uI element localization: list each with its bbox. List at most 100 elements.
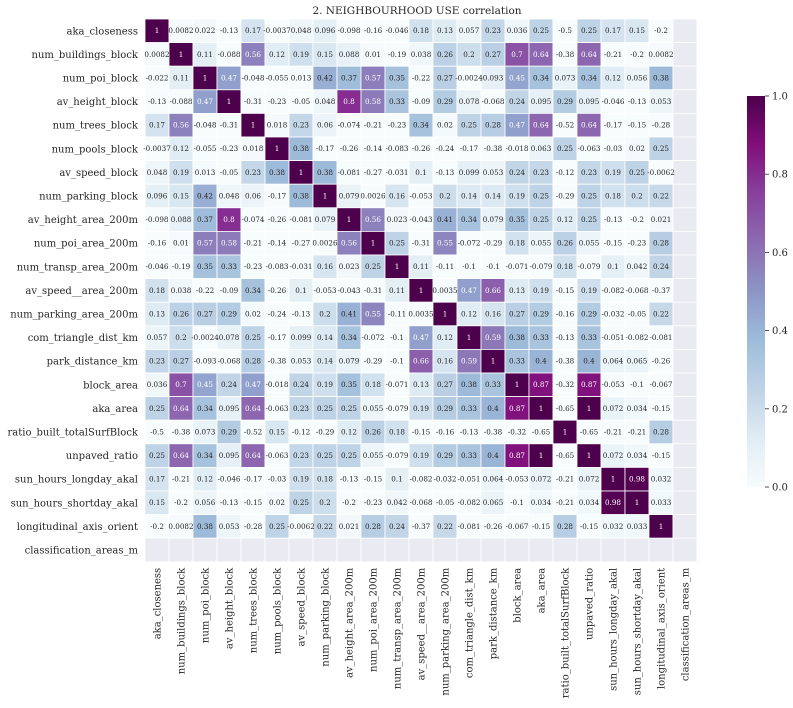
- cell-value-label: 0.23: [245, 168, 261, 177]
- cell-value-label: 0.055: [363, 404, 384, 413]
- cell-value-label: 0.018: [243, 144, 264, 153]
- cell-value-label: -0.067: [505, 522, 528, 531]
- cell-value-label: 0.064: [603, 357, 624, 366]
- cell-value-label: 0.057: [459, 26, 480, 35]
- cell-value-label: 0.19: [293, 475, 309, 484]
- cell-value-label: -0.5: [150, 427, 164, 436]
- heatmap-cell: [672, 278, 698, 303]
- cell-value-label: -0.1: [486, 262, 500, 271]
- cell-value-label: 0.013: [291, 73, 312, 82]
- cell-value-label: 0.38: [269, 168, 285, 177]
- cell-value-label: 0.19: [509, 191, 525, 200]
- cell-value-label: 0.66: [485, 286, 501, 295]
- cell-value-label: 0.56: [365, 215, 381, 224]
- heatmap-cell: [672, 466, 698, 492]
- cell-value-label: 0.23: [533, 168, 549, 177]
- cell-value-label: 0.2: [175, 333, 186, 342]
- cell-value-label: 0.1: [415, 168, 426, 177]
- cell-value-label: 1: [515, 380, 520, 389]
- cell-value-label: -0.65: [532, 427, 551, 436]
- heatmap-cell: [672, 65, 698, 91]
- cell-value-label: 0.048: [219, 191, 240, 200]
- cell-value-label: -0.13: [436, 168, 455, 177]
- cell-value-label: -0.048: [193, 121, 216, 130]
- cell-value-label: -0.051: [601, 333, 624, 342]
- cell-value-label: 0.18: [509, 239, 525, 248]
- cell-value-label: 0.25: [293, 498, 309, 507]
- cell-value-label: 0.22: [437, 522, 453, 531]
- cell-value-label: 0.98: [629, 475, 645, 484]
- cell-value-label: -0.022: [145, 73, 168, 82]
- cell-value-label: 0.87: [509, 404, 525, 413]
- cell-value-label: 1: [179, 50, 184, 59]
- cell-value-label: 0.12: [437, 333, 453, 342]
- cell-value-label: -0.074: [241, 215, 264, 224]
- cell-value-label: 0.29: [221, 427, 237, 436]
- cell-value-label: -0.0062: [647, 168, 675, 177]
- cell-value-label: 0.55: [437, 239, 453, 248]
- cell-value-label: -0.2: [174, 498, 188, 507]
- cell-value-label: 0.033: [627, 522, 648, 531]
- cell-value-label: 0.16: [317, 262, 333, 271]
- x-tick-label: av_height_block: [225, 567, 236, 649]
- cell-value-label: 0.38: [293, 144, 309, 153]
- cell-value-label: 0.2: [439, 191, 450, 200]
- x-tick-label: com_triangle_dist_km: [465, 567, 476, 678]
- cell-value-label: 1: [587, 451, 592, 460]
- heatmap-cell: [672, 42, 698, 67]
- cell-value-label: -0.09: [412, 97, 431, 106]
- cell-value-label: -0.068: [217, 357, 240, 366]
- cell-value-label: -0.13: [220, 498, 239, 507]
- y-tick-label: num_poi_area_200m: [34, 239, 139, 250]
- cell-value-label: -0.38: [268, 357, 287, 366]
- cell-value-label: 0.64: [173, 451, 189, 460]
- cell-value-label: 0.034: [627, 451, 648, 460]
- cell-value-label: 0.16: [389, 191, 405, 200]
- heatmap-cell: [600, 537, 626, 563]
- cell-value-label: -0.053: [409, 191, 432, 200]
- heatmap-cell: [672, 348, 698, 374]
- cell-value-label: 0.27: [173, 357, 189, 366]
- x-tick-label: num_trees_block: [249, 567, 260, 653]
- cell-value-label: 0.34: [245, 286, 261, 295]
- cell-value-label: 0.25: [533, 215, 549, 224]
- cell-value-label: -0.26: [340, 144, 359, 153]
- cell-value-label: 0.29: [557, 97, 573, 106]
- cell-value-label: 0.47: [245, 380, 261, 389]
- cell-value-label: -0.03: [268, 475, 287, 484]
- cell-value-label: -0.17: [268, 333, 287, 342]
- cell-value-label: 0.34: [197, 404, 213, 413]
- cell-value-label: 0.096: [315, 26, 336, 35]
- cell-value-label: 0.099: [459, 168, 480, 177]
- cell-value-label: 0.15: [269, 427, 285, 436]
- cell-value-label: 0.072: [579, 475, 600, 484]
- cell-value-label: 0.022: [195, 26, 216, 35]
- heatmap-cell: [672, 325, 698, 350]
- cell-value-label: -0.21: [604, 50, 622, 59]
- cell-value-label: 1: [275, 144, 280, 153]
- cell-value-label: 0.01: [173, 239, 189, 248]
- cell-value-label: 0.33: [461, 404, 477, 413]
- y-tick-label: aka_area: [92, 404, 138, 415]
- colorbar-tick-label: 0.6: [772, 248, 788, 259]
- cell-value-label: 0.47: [413, 333, 429, 342]
- x-tick-label: num_poi_block: [201, 567, 212, 643]
- cell-value-label: 0.072: [603, 451, 624, 460]
- cell-value-label: -0.21: [556, 475, 574, 484]
- cell-value-label: 0.12: [269, 50, 285, 59]
- cell-value-label: 0.25: [341, 404, 357, 413]
- cell-value-label: 0.1: [607, 262, 618, 271]
- cell-value-label: -0.26: [484, 522, 503, 531]
- cell-value-label: -0.21: [172, 475, 190, 484]
- cell-value-label: -0.14: [268, 239, 287, 248]
- cell-value-label: 0.099: [291, 333, 312, 342]
- cell-value-label: 0.16: [437, 357, 453, 366]
- cell-value-label: 0.018: [267, 121, 288, 130]
- cell-value-label: -0.13: [604, 215, 623, 224]
- cell-value-label: -0.29: [364, 357, 383, 366]
- cell-value-label: 0.35: [197, 262, 213, 271]
- cell-value-label: 0.13: [413, 380, 429, 389]
- cell-value-label: 0.02: [437, 121, 453, 130]
- cell-value-label: 0.065: [627, 357, 648, 366]
- cell-value-label: -0.053: [313, 286, 336, 295]
